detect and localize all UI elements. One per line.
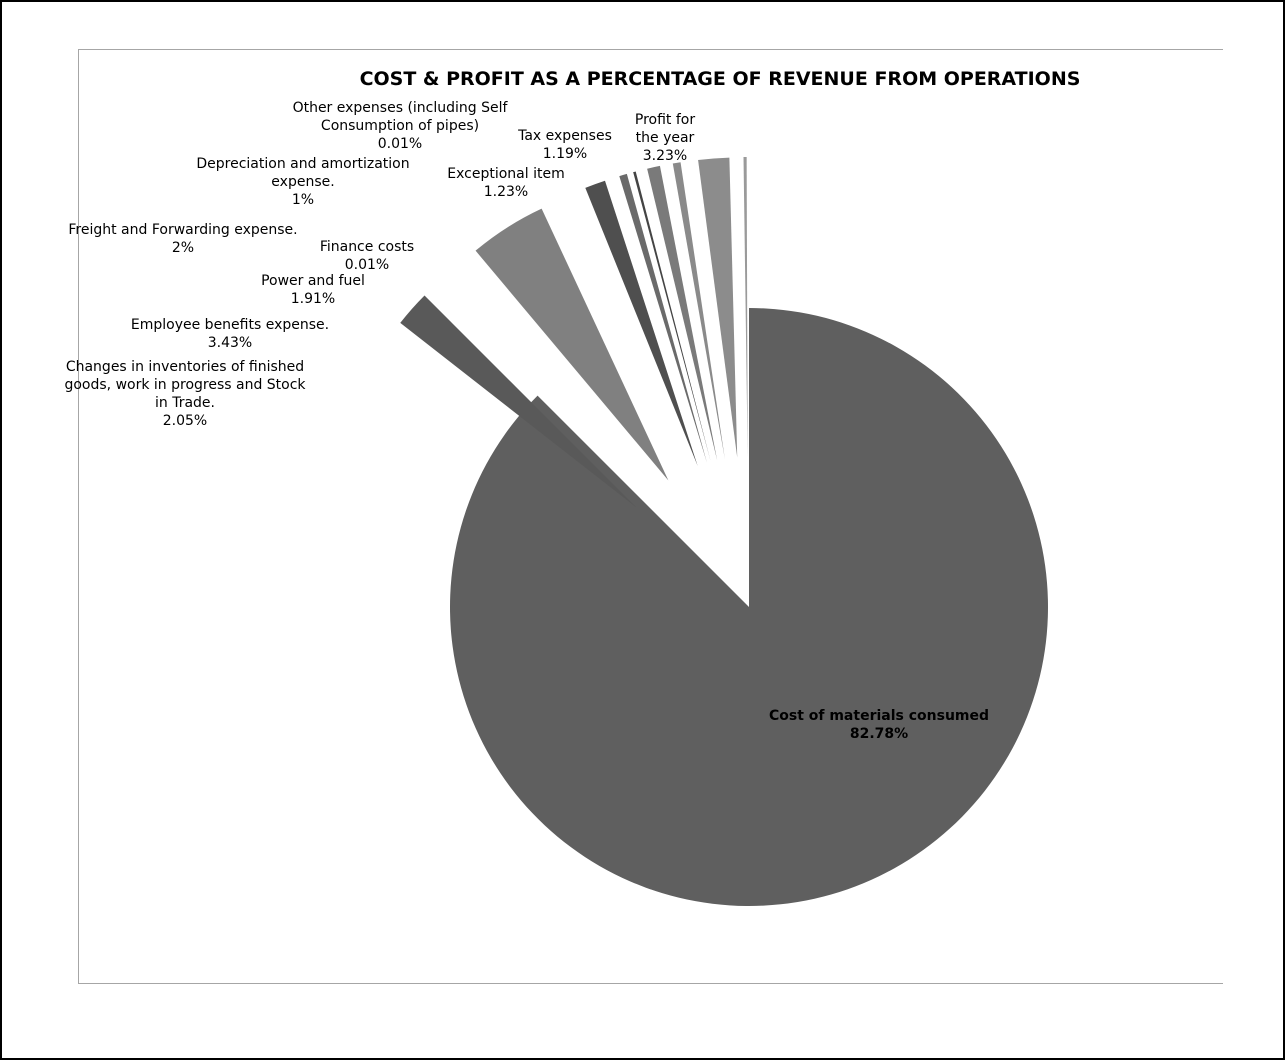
pie-slice-4 xyxy=(743,157,748,458)
pie-slice-10 xyxy=(698,157,738,458)
slice-label-text: Freight and Forwarding expense. xyxy=(68,222,297,238)
slice-label-text: Power and fuel xyxy=(261,273,365,289)
slice-label-text: Tax expenses xyxy=(517,128,612,144)
slice-label-text: in Trade. xyxy=(155,395,215,411)
pie-slice-cost-of-materials xyxy=(449,308,1048,906)
slice-label-5: Freight and Forwarding expense. 2% xyxy=(68,222,297,256)
plot-frame xyxy=(78,49,1223,984)
pie-slice-8 xyxy=(647,165,718,461)
slice-percent-text: 1.19% xyxy=(543,146,587,162)
slice-label-text: Cost of materials consumed xyxy=(769,708,989,724)
chart-title: COST & PROFIT AS A PERCENTAGE OF REVENUE… xyxy=(360,68,1081,90)
slice-label-text: Employee benefits expense. xyxy=(131,317,329,333)
slice-label-text: goods, work in progress and Stock xyxy=(64,377,306,393)
slice-label-2: Employee benefits expense. 3.43% xyxy=(131,317,329,351)
pie-slice-9 xyxy=(672,162,725,459)
pie-slice-2 xyxy=(475,208,669,481)
slice-label-9: Tax expenses 1.19% xyxy=(517,128,612,162)
slice-percent-text: 3.43% xyxy=(208,335,252,351)
pie-slice-7 xyxy=(633,171,711,462)
slice-label-4: Finance costs 0.01% xyxy=(320,239,414,273)
slice-label-text: Other expenses (including Self xyxy=(293,100,509,116)
slice-percent-text: 0.01% xyxy=(378,136,422,152)
pie-slice-5 xyxy=(585,180,698,467)
slice-label-6: Depreciation and amortization expense. 1% xyxy=(196,156,409,208)
slice-label-text: Changes in inventories of finished xyxy=(66,359,304,375)
slice-percent-text: 1% xyxy=(292,192,314,208)
pie-slice-6 xyxy=(619,173,708,463)
slice-label-8: Exceptional item 1.23% xyxy=(447,166,564,200)
slice-percent-text: 2% xyxy=(172,240,194,256)
pie-slices xyxy=(400,157,1048,906)
slice-percent-text: 1.23% xyxy=(484,184,528,200)
slice-label-text: Consumption of pipes) xyxy=(321,118,479,134)
slice-percent-text: 1.91% xyxy=(291,291,335,307)
slice-label-text: Depreciation and amortization xyxy=(196,156,409,172)
slice-label-1: Changes in inventories of finished goods,… xyxy=(64,359,306,429)
slice-label-text: expense. xyxy=(271,174,334,190)
slice-label-text: Exceptional item xyxy=(447,166,564,182)
slice-label-7: Other expenses (including Self Consumptio… xyxy=(293,100,509,152)
pie-labels: Cost of materials consumed 82.78% Changes … xyxy=(64,100,989,742)
slice-percent-text: 3.23% xyxy=(643,148,687,164)
slice-label-text: Finance costs xyxy=(320,239,414,255)
slice-percent-text: 2.05% xyxy=(163,413,207,429)
slice-label-0: Cost of materials consumed 82.78% xyxy=(769,708,989,742)
slice-label-3: Power and fuel 1.91% xyxy=(261,273,365,307)
pie-slice-3 xyxy=(400,295,637,508)
slice-label-text: Profit for xyxy=(635,112,695,128)
slice-label-10: Profit for the year 3.23% xyxy=(635,112,695,164)
slice-label-text: the year xyxy=(636,130,695,146)
slice-percent-text: 0.01% xyxy=(345,257,389,273)
slice-percent-text: 82.78% xyxy=(850,726,908,742)
